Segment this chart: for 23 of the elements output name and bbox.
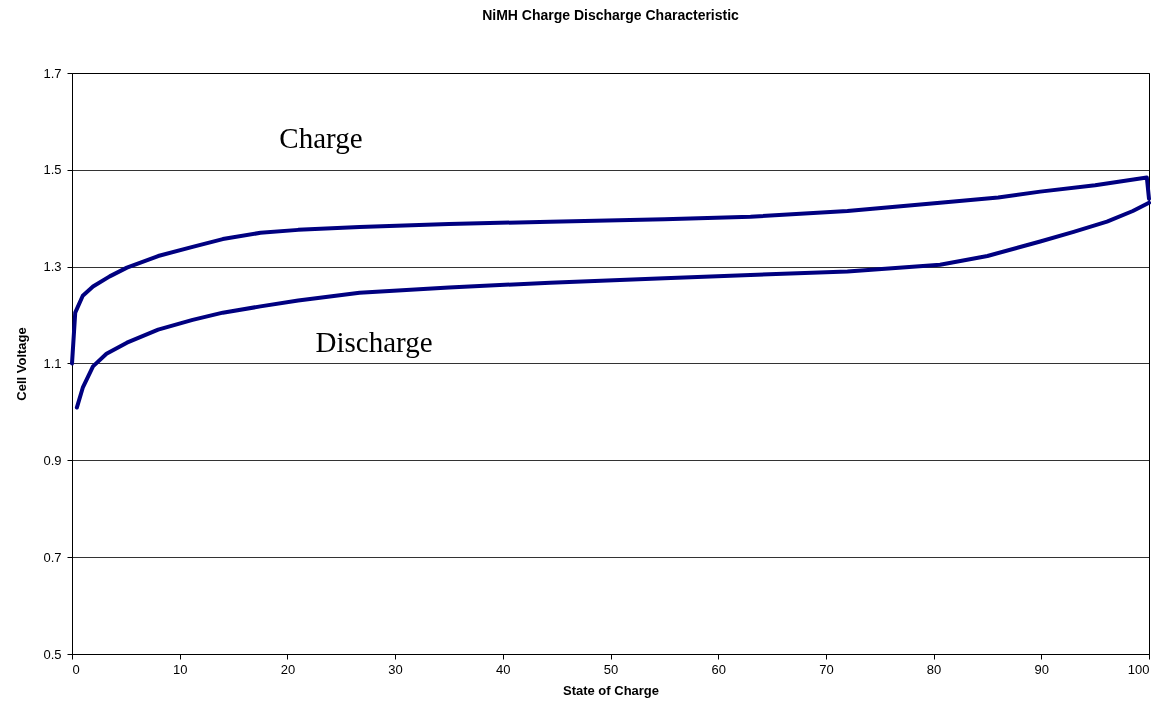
y-tick-label: 1.5 [43,162,62,178]
x-tick-label: 20 [280,661,296,677]
y-tick-label: 0.9 [43,452,62,468]
y-tick-label: 1.3 [43,259,62,275]
y-axis-title: Cell Voltage [14,327,30,401]
x-axis-title: State of Charge [562,682,660,698]
x-tick-label: 80 [926,661,942,677]
x-tick-label: 40 [496,661,511,677]
y-tick-label: 1.1 [43,356,62,371]
text: Charge [279,121,363,154]
y-tick-label: 0.7 [43,549,62,565]
x-tick-label: 0 [72,661,80,677]
x-tick-label: 70 [819,661,834,677]
series-label: Discharge [315,325,433,358]
y-tick-label: 0.5 [43,646,62,662]
x-tick-label: 90 [1034,661,1050,677]
x-tick-label: 10 [172,661,188,677]
x-tick-label: 60 [711,661,726,677]
x-tick-label: 100 [1127,661,1150,677]
y-tick-label: 1.7 [43,65,62,81]
x-tick-label: 30 [388,661,403,677]
x-tick-label: 50 [603,661,619,677]
chart-title: NiMH Charge Discharge Characteristic [482,7,740,23]
